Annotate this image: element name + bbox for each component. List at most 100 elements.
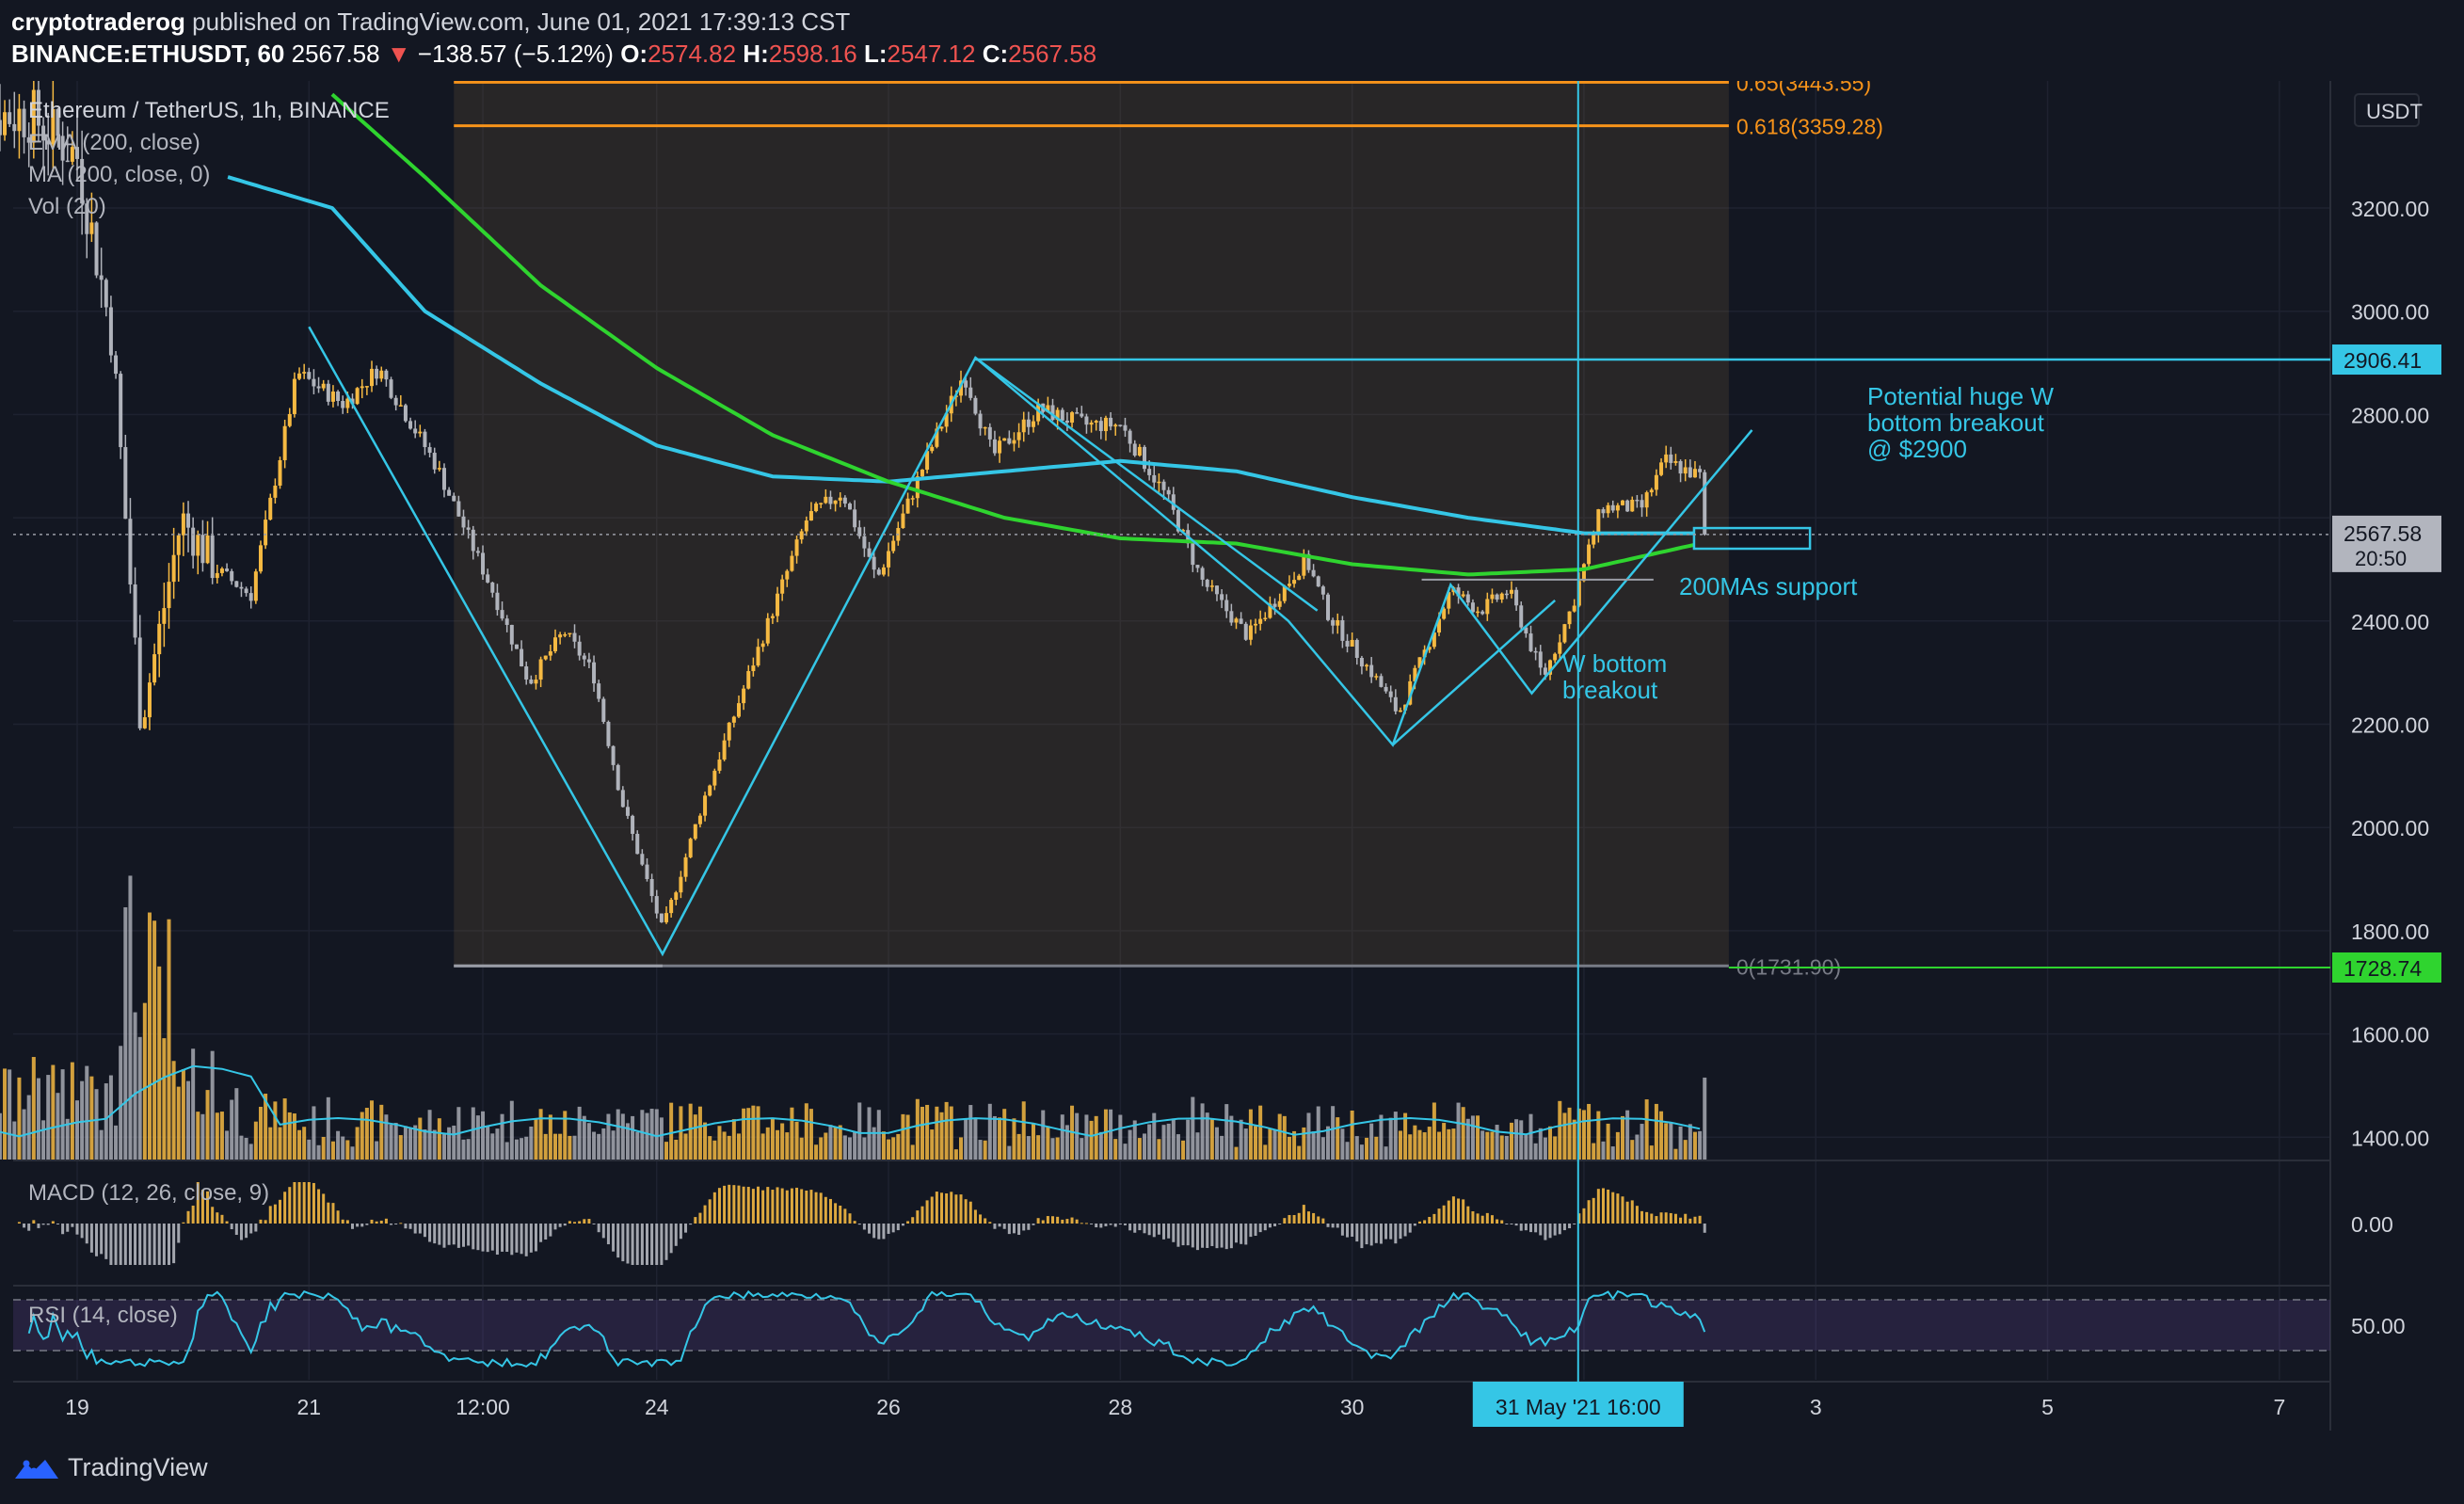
vol-legend[interactable]: Vol (20) bbox=[28, 194, 106, 219]
volume-bar bbox=[1152, 1112, 1157, 1160]
volume-bar bbox=[953, 1149, 958, 1160]
macd-bar bbox=[853, 1221, 856, 1224]
candle-body bbox=[514, 644, 519, 649]
candle-body bbox=[857, 527, 862, 536]
annotation-w-bottom-breakout: breakout bbox=[1562, 676, 1658, 704]
candle-body bbox=[625, 807, 630, 816]
volume-bar bbox=[1229, 1115, 1234, 1160]
macd-bar bbox=[1041, 1220, 1045, 1224]
macd-bar bbox=[1312, 1212, 1316, 1224]
macd-bar bbox=[568, 1221, 571, 1224]
macd-bar bbox=[1480, 1215, 1484, 1224]
volume-bar bbox=[582, 1115, 586, 1160]
volume-bar bbox=[1161, 1125, 1166, 1160]
volume-bar bbox=[896, 1133, 901, 1160]
volume-bar bbox=[1002, 1109, 1007, 1160]
macd-bar bbox=[501, 1224, 504, 1252]
volume-bar bbox=[1413, 1125, 1417, 1160]
volume-bar bbox=[949, 1106, 953, 1160]
candle-body bbox=[1336, 619, 1340, 626]
macd-bar bbox=[954, 1194, 958, 1224]
volume-bar bbox=[1084, 1114, 1089, 1160]
macd-bar bbox=[307, 1182, 311, 1224]
macd-bar bbox=[1476, 1213, 1480, 1224]
volume-bar bbox=[1432, 1102, 1436, 1160]
candle-body bbox=[674, 892, 679, 901]
tradingview-brand[interactable]: TradingView bbox=[13, 1453, 208, 1482]
macd-bar bbox=[814, 1192, 818, 1224]
publisher-name[interactable]: cryptotraderog bbox=[11, 8, 185, 36]
volume-bar bbox=[1147, 1124, 1152, 1160]
symbol-title[interactable]: Ethereum / TetherUS, 1h, BINANCE bbox=[28, 98, 390, 123]
volume-bar bbox=[1673, 1148, 1678, 1160]
macd-bar bbox=[1673, 1213, 1677, 1224]
volume-bar bbox=[239, 1135, 244, 1160]
candle-body bbox=[1109, 417, 1113, 427]
time-axis: 19 21 12:00 24 26 28 30 3 5 7 bbox=[65, 1395, 2285, 1419]
volume-bar bbox=[137, 1036, 142, 1160]
candle-body bbox=[205, 535, 210, 564]
macd-bar bbox=[1340, 1224, 1344, 1236]
candle-body bbox=[128, 519, 133, 584]
macd-bar bbox=[1399, 1224, 1402, 1240]
macd-bar bbox=[993, 1224, 997, 1229]
volume-bar bbox=[1606, 1123, 1610, 1160]
candle-body bbox=[756, 647, 760, 666]
candle-body bbox=[471, 529, 475, 552]
close-label: C: bbox=[982, 40, 1009, 68]
macd-bar bbox=[1297, 1212, 1301, 1224]
volume-bar bbox=[1123, 1144, 1128, 1160]
macd-bar bbox=[891, 1224, 895, 1233]
candle-body bbox=[881, 567, 886, 575]
macd-bar bbox=[935, 1192, 938, 1224]
macd-bar bbox=[375, 1221, 378, 1224]
candle-body bbox=[423, 431, 427, 448]
volume-bar bbox=[828, 1125, 833, 1160]
volume-bar bbox=[307, 1139, 312, 1160]
candle-body bbox=[520, 648, 524, 667]
candle-body bbox=[418, 431, 423, 434]
volume-bar bbox=[1311, 1131, 1316, 1160]
candle-body bbox=[1388, 691, 1393, 697]
volume-bar bbox=[108, 1075, 113, 1160]
candle-body bbox=[1393, 696, 1398, 712]
annotation-200mas-support: 200MAs support bbox=[1679, 572, 1858, 600]
macd-legend[interactable]: MACD (12, 26, close, 9) bbox=[28, 1180, 270, 1206]
candle-body bbox=[108, 307, 113, 356]
macd-bar bbox=[1451, 1196, 1455, 1224]
macd-bar bbox=[1022, 1224, 1026, 1231]
candle-body bbox=[307, 372, 312, 379]
price-axis-tick: 3200.00 bbox=[2351, 197, 2429, 221]
candle-body bbox=[509, 624, 514, 645]
volume-bar bbox=[60, 1069, 65, 1160]
rsi-legend[interactable]: RSI (14, close) bbox=[28, 1303, 178, 1328]
volume-bar bbox=[1220, 1135, 1224, 1160]
currency-label: USDT bbox=[2366, 100, 2423, 123]
macd-bar bbox=[925, 1200, 929, 1224]
volume-bar bbox=[1272, 1129, 1277, 1160]
macd-bar bbox=[679, 1224, 682, 1240]
candle-body bbox=[558, 634, 563, 638]
volume-bar bbox=[920, 1106, 924, 1160]
macd-bar bbox=[930, 1196, 934, 1224]
candle-body bbox=[253, 571, 258, 601]
candle-body bbox=[330, 392, 335, 402]
volume-bar bbox=[688, 1103, 693, 1160]
macd-bar bbox=[423, 1224, 426, 1238]
volume-bar bbox=[776, 1129, 780, 1160]
volume-bar bbox=[268, 1127, 273, 1160]
candle-body bbox=[1442, 608, 1447, 619]
candle-body bbox=[1640, 500, 1644, 508]
volume-bar bbox=[413, 1125, 418, 1160]
macd-bar bbox=[703, 1205, 707, 1224]
macd-bar bbox=[462, 1224, 465, 1247]
candle-body bbox=[548, 651, 552, 656]
macd-bar bbox=[365, 1224, 369, 1225]
macd-bar bbox=[472, 1224, 475, 1250]
ema-legend[interactable]: EMA (200, close) bbox=[28, 130, 200, 155]
volume-bar bbox=[379, 1104, 384, 1160]
ma-legend[interactable]: MA (200, close, 0) bbox=[28, 162, 211, 187]
macd-bar bbox=[230, 1224, 233, 1230]
volume-bar bbox=[1576, 1108, 1581, 1160]
